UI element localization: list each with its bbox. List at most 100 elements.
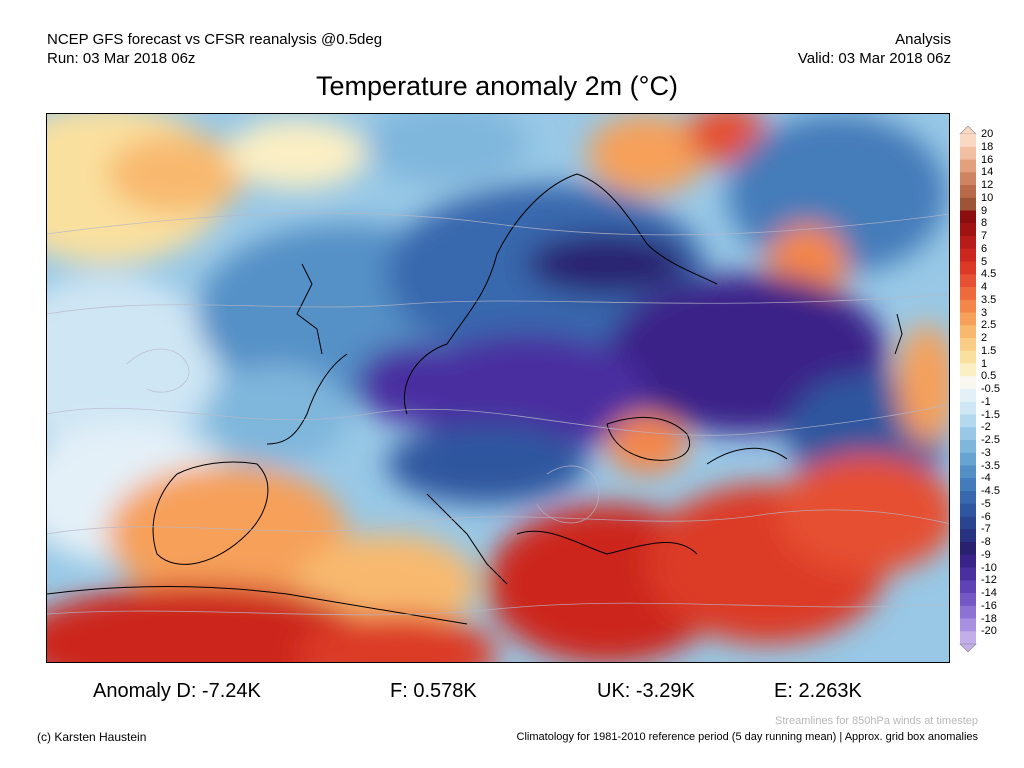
map-canvas <box>47 114 949 662</box>
colorbar-label: 9 <box>981 204 988 217</box>
colorbar-label: 3.5 <box>981 293 997 306</box>
anomaly-france: F: 0.578K <box>390 680 477 702</box>
colorbar-swatch <box>960 567 976 581</box>
climatology-note: Climatology for 1981-2010 reference peri… <box>516 731 978 743</box>
colorbar-label: 1.5 <box>981 344 997 357</box>
colorbar-swatch <box>960 325 976 339</box>
colorbar <box>958 125 978 653</box>
colorbar-label: -20 <box>981 625 997 638</box>
colorbar-label: 16 <box>981 153 994 166</box>
anomaly-spain: E: 2.263K <box>774 680 862 702</box>
temperature-anomaly-map <box>46 113 950 663</box>
credit: (c) Karsten Haustein <box>37 730 147 744</box>
colorbar-swatch <box>960 401 976 415</box>
colorbar-max-arrow <box>959 125 977 135</box>
colorbar-label: -3.5 <box>981 459 1000 472</box>
colorbar-swatch <box>960 223 976 237</box>
colorbar-label: -1 <box>981 395 991 408</box>
colorbar-swatch <box>960 414 976 428</box>
colorbar-label: 10 <box>981 191 994 204</box>
colorbar-swatch <box>960 159 976 173</box>
colorbar-label: -2.5 <box>981 434 1000 446</box>
colorbar-swatch <box>960 580 976 594</box>
colorbar-swatch <box>960 338 976 352</box>
colorbar-label: 4 <box>981 281 988 293</box>
colorbar-label: 6 <box>981 242 988 255</box>
colorbar-label: 20 <box>981 128 994 140</box>
colorbar-label: -8 <box>981 536 991 548</box>
header-right: Analysis Valid: 03 Mar 2018 06z <box>798 30 951 68</box>
colorbar-label: -4 <box>981 472 991 485</box>
colorbar-swatch <box>960 248 976 262</box>
colorbar-swatch <box>960 427 976 441</box>
colorbar-swatch <box>960 389 976 403</box>
colorbar-swatch <box>960 452 976 466</box>
colorbar-swatch <box>960 593 976 607</box>
colorbar-label: -14 <box>981 587 997 599</box>
colorbar-label: -2 <box>981 421 991 434</box>
colorbar-swatch <box>960 376 976 390</box>
colorbar-swatch <box>960 299 976 313</box>
colorbar-swatch <box>960 287 976 301</box>
colorbar-swatch <box>960 516 976 530</box>
wind-streamlines <box>47 212 949 616</box>
colorbar-swatch <box>960 440 976 454</box>
regional-anomalies: Anomaly D: -7.24K F: 0.578K UK: -3.29K E… <box>0 680 1024 706</box>
colorbar-label: -5 <box>981 497 991 510</box>
model-description: NCEP GFS forecast vs CFSR reanalysis @0.… <box>47 31 383 48</box>
colorbar-swatch <box>960 274 976 288</box>
colorbar-swatch <box>960 261 976 275</box>
colorbar-label: -0.5 <box>981 383 1000 395</box>
valid-time: Valid: 03 Mar 2018 06z <box>797 50 951 67</box>
colorbar-swatch <box>960 172 976 186</box>
colorbar-label: -10 <box>981 561 997 574</box>
colorbar-label: 2.5 <box>981 319 997 332</box>
colorbar-swatch <box>960 236 976 250</box>
colorbar-swatch <box>960 478 976 492</box>
colorbar-label: 18 <box>981 140 994 153</box>
colorbar-min-arrow <box>959 643 977 653</box>
colorbar-label: 3 <box>981 306 988 319</box>
colorbar-label: -16 <box>981 599 997 612</box>
colorbar-swatch <box>960 312 976 326</box>
colorbar-swatch <box>960 542 976 556</box>
streamlines-note: Streamlines for 850hPa winds at timestep <box>775 715 978 727</box>
header-left: NCEP GFS forecast vs CFSR reanalysis @0.… <box>47 30 382 68</box>
map-title: Temperature anomaly 2m (°C) <box>316 71 678 101</box>
colorbar-label: -6 <box>981 510 991 523</box>
colorbar-swatch <box>960 618 976 632</box>
colorbar-swatch <box>960 197 976 211</box>
colorbar-label: -18 <box>981 612 997 625</box>
colorbar-swatch <box>960 185 976 199</box>
colorbar-label: 5 <box>981 255 988 268</box>
colorbar-swatch <box>960 134 976 148</box>
colorbar-swatch <box>960 503 976 517</box>
colorbar-label: 14 <box>981 166 994 179</box>
colorbar-swatch <box>960 605 976 619</box>
colorbar-label: -3 <box>981 446 991 459</box>
colorbar-label: -1.5 <box>981 408 1000 421</box>
colorbar-swatch <box>960 146 976 160</box>
colorbar-swatch <box>960 554 976 568</box>
anomaly-uk: UK: -3.29K <box>597 680 695 702</box>
colorbar-swatch <box>960 465 976 479</box>
colorbar-label: -4.5 <box>981 485 1000 497</box>
colorbar-label: -9 <box>981 548 991 561</box>
colorbar-swatches <box>959 125 977 653</box>
run-time: Run: 03 Mar 2018 06z <box>47 50 196 67</box>
anomaly-germany: Anomaly D: -7.24K <box>93 680 261 702</box>
colorbar-label: -7 <box>981 523 991 536</box>
colorbar-swatch <box>960 529 976 543</box>
colorbar-swatch <box>960 631 976 645</box>
anomaly-field <box>47 114 949 662</box>
colorbar-label: 1 <box>981 357 988 370</box>
colorbar-swatch <box>960 491 976 505</box>
colorbar-label: 2 <box>981 332 988 344</box>
colorbar-swatch <box>960 363 976 377</box>
colorbar-swatch <box>960 210 976 224</box>
colorbar-label: 7 <box>981 230 988 242</box>
colorbar-label: 0.5 <box>981 370 997 383</box>
colorbar-swatch <box>960 350 976 364</box>
colorbar-label: 4.5 <box>981 268 997 281</box>
analysis-label: Analysis <box>895 31 951 48</box>
